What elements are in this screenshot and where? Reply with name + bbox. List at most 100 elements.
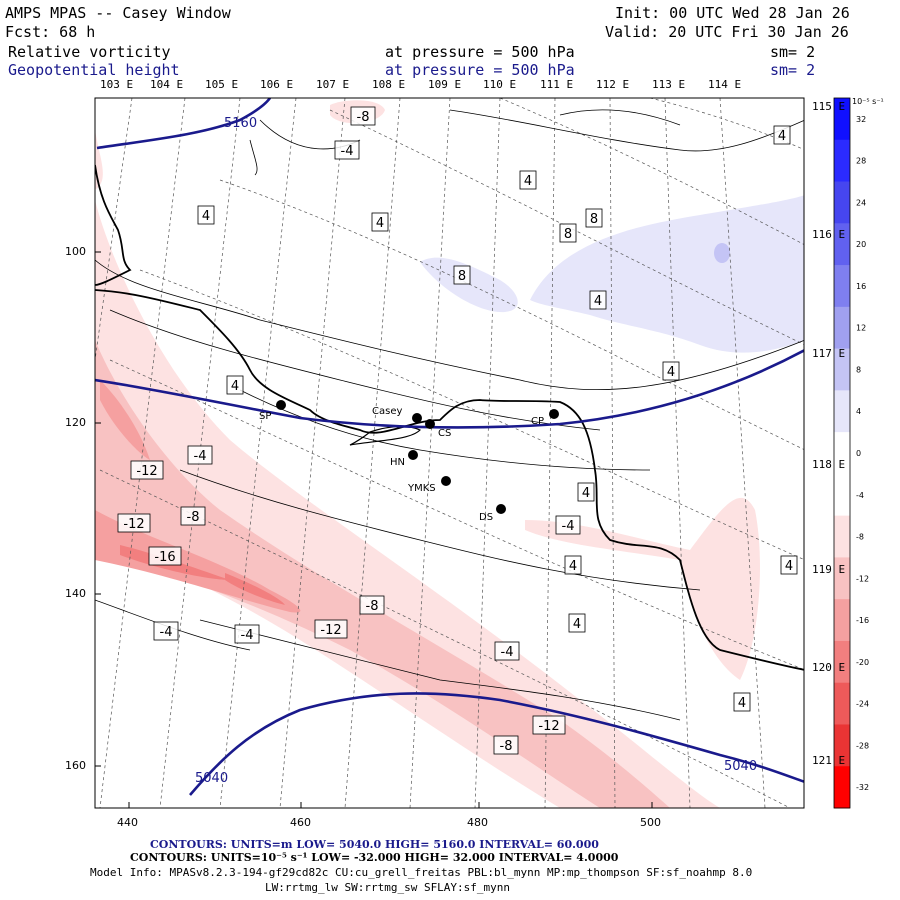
- vorticity-label-text: 4: [785, 559, 793, 574]
- vorticity-label-text: 4: [202, 209, 210, 224]
- height-label: 5160: [224, 116, 257, 131]
- vorticity-label-text: -12: [320, 623, 341, 638]
- colorbar-swatch: [834, 223, 850, 266]
- longitude-label: 116 E: [812, 228, 846, 241]
- station-dot: [425, 419, 435, 429]
- y-tick-label: 160: [65, 759, 86, 772]
- y-tick-label: 120: [65, 416, 86, 429]
- colorbar-tick: 16: [856, 282, 866, 291]
- longitude-label: 121 E: [812, 754, 846, 767]
- vorticity-label-text: 4: [594, 294, 602, 309]
- vorticity-label: 4: [371, 212, 389, 232]
- station-dot: [441, 476, 451, 486]
- vorticity-label-text: -12: [538, 719, 559, 734]
- y-tick-label: 140: [65, 587, 86, 600]
- vorticity-label: 4: [564, 555, 582, 575]
- vorticity-label-text: 4: [569, 559, 577, 574]
- x-tick-label: 460: [290, 816, 311, 829]
- colorbar-tick: -4: [856, 491, 864, 500]
- vorticity-label: -12: [130, 460, 164, 480]
- colorbar-swatch: [834, 306, 850, 350]
- vorticity-label-text: -4: [241, 628, 254, 643]
- station-name: CS: [438, 428, 451, 439]
- station-dot: [408, 450, 418, 460]
- colorbar-tick: 0: [856, 449, 861, 458]
- colorbar-tick: 8: [856, 365, 861, 374]
- vorticity-contour-info: CONTOURS: UNITS=10⁻⁵ s⁻¹ LOW= -32.000 HI…: [130, 851, 619, 864]
- vorticity-label: -4: [494, 641, 520, 661]
- vorticity-label: 4: [780, 555, 798, 575]
- vorticity-label: -12: [117, 513, 151, 533]
- station-dot: [276, 400, 286, 410]
- colorbar-swatch: [834, 432, 850, 475]
- station-name: Casey: [372, 406, 402, 417]
- longitude-label: 114 E: [708, 78, 742, 91]
- vorticity-label: 4: [197, 205, 215, 225]
- vorticity-label: -16: [148, 546, 182, 566]
- vorticity-label-text: 4: [573, 617, 581, 632]
- vorticity-label: -8: [350, 106, 376, 126]
- vorticity-label: 4: [577, 482, 595, 502]
- coastline: [95, 289, 804, 671]
- axis-ticks: [95, 251, 653, 808]
- field1-smoothing: sm= 2: [770, 43, 816, 61]
- colorbar-swatch: [834, 599, 850, 642]
- vorticity-label-text: -8: [500, 739, 513, 754]
- colorbar-tick: 12: [856, 324, 866, 333]
- field2-smoothing: sm= 2: [770, 61, 816, 79]
- colorbar-tick: 20: [856, 240, 866, 249]
- station-name: YMKS: [407, 483, 436, 494]
- colorbar: 10⁻⁵ s⁻¹ 32 28 24 20 16 12 8 4 0 -4 -8 -12 -16 -20 -24 -…: [833, 97, 884, 809]
- vorticity-label: 4: [662, 361, 680, 381]
- longitude-label: 111 E: [540, 78, 574, 91]
- vorticity-label: -8: [493, 735, 519, 755]
- station-marker: CP: [531, 409, 559, 427]
- vorticity-label: -8: [180, 506, 206, 526]
- colorbar-tick: 28: [856, 157, 866, 166]
- vorticity-label: 4: [773, 125, 791, 145]
- negative-vorticity-band: [95, 200, 720, 808]
- vorticity-label-text: -4: [341, 144, 354, 159]
- vorticity-label-text: -12: [123, 517, 144, 532]
- vorticity-contours: [95, 109, 804, 721]
- longitude-label: 120 E: [812, 661, 846, 674]
- vorticity-label-text: 4: [667, 365, 675, 380]
- height-contours: [95, 98, 804, 796]
- colorbar-tick: 32: [856, 115, 866, 124]
- colorbar-tick: -12: [856, 574, 869, 583]
- station-name: HN: [390, 457, 405, 468]
- longitude-label: 119 E: [812, 563, 846, 576]
- y-tick-label: 100: [65, 245, 86, 258]
- longitude-grid: [95, 98, 766, 808]
- vorticity-label-text: 4: [231, 379, 239, 394]
- vorticity-label: 8: [585, 208, 603, 228]
- colorbar-swatch: [834, 348, 850, 391]
- negative-vorticity-band: [100, 380, 150, 460]
- vorticity-label: -12: [314, 619, 348, 639]
- colorbar-swatch: [834, 557, 850, 600]
- field1-name: Relative vorticity: [8, 43, 171, 61]
- positive-vorticity-area: [714, 243, 730, 263]
- colorbar-swatch: [834, 390, 850, 433]
- vorticity-label-text: -12: [136, 464, 157, 479]
- colorbar-swatch: [834, 724, 850, 767]
- station-layer: SP Casey CS CP HN YMKS DS: [259, 400, 559, 523]
- colorbar-swatch: [834, 473, 850, 517]
- coastline: [95, 164, 132, 286]
- vorticity-label-text: -8: [357, 110, 370, 125]
- station-marker: CS: [425, 419, 451, 439]
- longitude-label: 108 E: [372, 78, 406, 91]
- colorbar-swatch: [834, 640, 850, 684]
- field1-level: at pressure = 500 hPa: [385, 43, 575, 61]
- negative-vorticity-band: [95, 130, 103, 190]
- colorbar-swatch: [834, 766, 850, 809]
- negative-vorticity-band: [225, 573, 285, 605]
- colorbar-unit: 10⁻⁵ s⁻¹: [852, 97, 884, 106]
- vorticity-label: 8: [453, 265, 471, 285]
- x-tick-label: 480: [467, 816, 488, 829]
- vorticity-label-text: -4: [501, 645, 514, 660]
- vorticity-label-text: -16: [154, 550, 175, 565]
- colorbar-swatch: [834, 265, 850, 308]
- init-time: Init: 00 UTC Wed 28 Jan 26: [615, 4, 850, 22]
- vorticity-label: 4: [589, 290, 607, 310]
